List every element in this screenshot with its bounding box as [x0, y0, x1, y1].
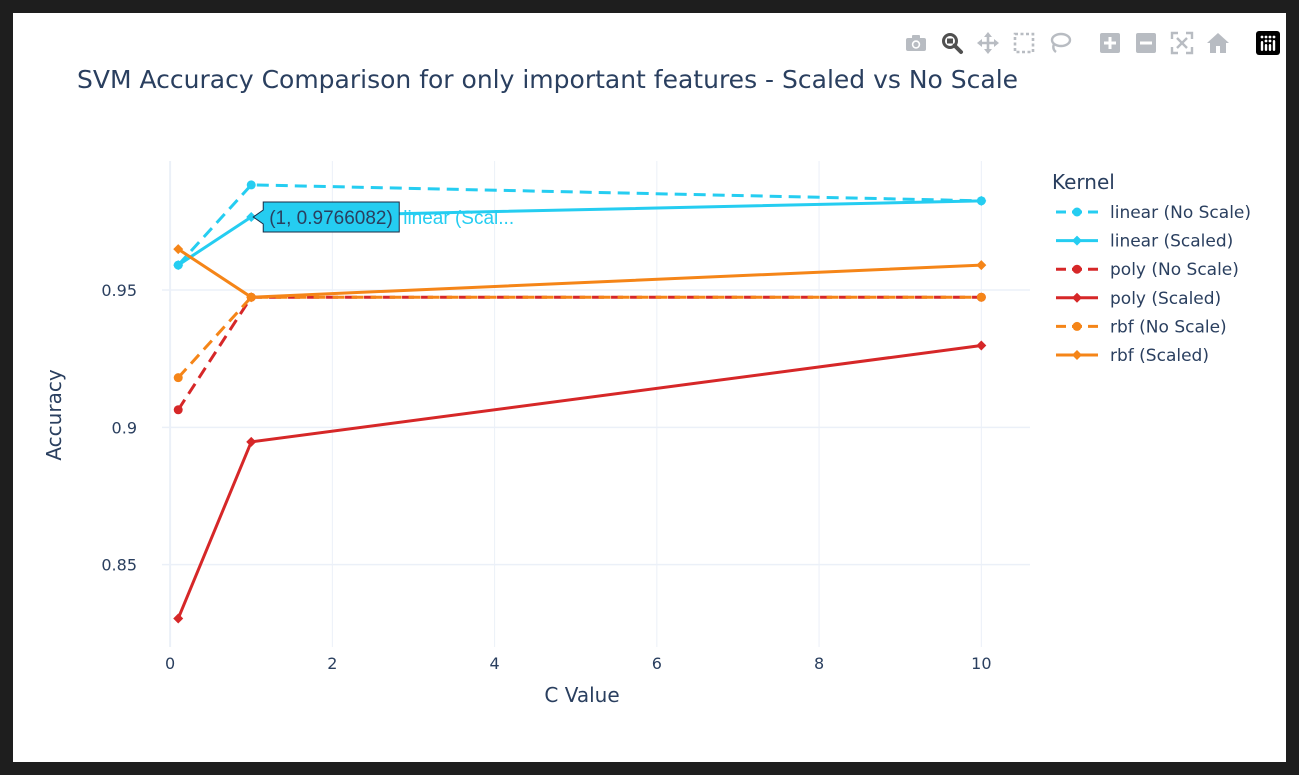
tick-labels: 0 2 4 6 8 10 0.85 0.9 0.95 — [101, 281, 991, 673]
legend-marker[interactable] — [1072, 264, 1082, 274]
legend-label: linear (No Scale) — [1110, 203, 1251, 223]
box-select-icon[interactable] — [1010, 29, 1038, 57]
legend-label: poly (No Scale) — [1110, 260, 1239, 280]
x-tick-label: 6 — [652, 654, 662, 673]
data-point[interactable] — [173, 373, 183, 383]
zoom-out-icon[interactable] — [1132, 29, 1160, 57]
legend-marker[interactable] — [1072, 321, 1082, 331]
autoscale-icon[interactable] — [1168, 29, 1196, 57]
data-point[interactable] — [173, 244, 184, 255]
data-point[interactable] — [173, 405, 183, 415]
legend-item[interactable]: rbf (No Scale) — [1056, 317, 1227, 337]
legend-item[interactable]: poly (No Scale) — [1056, 260, 1239, 280]
data-point[interactable] — [976, 340, 987, 351]
series-poly-scaled[interactable] — [173, 340, 987, 624]
hover-series-name: linear (Scal... — [403, 208, 514, 229]
x-tick-label: 0 — [165, 654, 175, 673]
series-line[interactable] — [177, 183, 982, 267]
legend-item[interactable]: poly (Scaled) — [1056, 289, 1221, 309]
data-point[interactable] — [976, 260, 987, 271]
legend-label: poly (Scaled) — [1110, 289, 1221, 309]
chart-panel: 0 2 4 6 8 10 0.85 0.9 0.95 SVM Accuracy Comparis… — [13, 13, 1286, 762]
plotly-logo-icon[interactable] — [1254, 29, 1282, 57]
series-rbf-no-scale[interactable] — [173, 292, 986, 383]
reset-axes-icon[interactable] — [1204, 29, 1232, 57]
data-point[interactable] — [173, 260, 184, 271]
legend-label: rbf (No Scale) — [1110, 317, 1227, 337]
legend-label: rbf (Scaled) — [1110, 346, 1209, 366]
legend[interactable]: Kernel linear (No Scale) linear (Scaled) p… — [1052, 170, 1251, 366]
pan-icon[interactable] — [974, 29, 1002, 57]
y-axis-title: Accuracy — [42, 369, 66, 460]
y-tick-label: 0.95 — [101, 281, 137, 300]
data-point[interactable] — [976, 292, 986, 302]
x-axis-title: C Value — [544, 683, 619, 707]
grid — [162, 161, 1030, 647]
x-tick-label: 2 — [327, 654, 337, 673]
legend-marker[interactable] — [1072, 207, 1082, 217]
series-linear-scaled[interactable] — [173, 195, 987, 271]
lasso-icon[interactable] — [1046, 29, 1074, 57]
series-line[interactable] — [176, 295, 982, 411]
data-point[interactable] — [976, 195, 987, 206]
legend-title: Kernel — [1052, 170, 1115, 194]
y-tick-label: 0.85 — [101, 556, 137, 575]
series-poly-no-scale[interactable] — [173, 292, 986, 415]
hover-value: (1, 0.9766082) — [269, 208, 393, 229]
legend-marker[interactable] — [1072, 235, 1082, 246]
chart-title: SVM Accuracy Comparison for only importa… — [77, 65, 1018, 94]
y-tick-label: 0.9 — [112, 418, 137, 437]
hover-tooltip: (1, 0.9766082) linear (Scal... — [252, 201, 514, 233]
series-rbf-scaled[interactable] — [173, 244, 987, 303]
x-tick-label: 8 — [814, 654, 824, 673]
data-point[interactable] — [246, 211, 257, 222]
legend-marker[interactable] — [1072, 292, 1082, 303]
zoom-in-icon[interactable] — [1096, 29, 1124, 57]
series-layer[interactable] — [173, 180, 987, 624]
camera-icon[interactable] — [902, 29, 930, 57]
legend-label: linear (Scaled) — [1110, 232, 1233, 252]
zoom-icon[interactable] — [938, 29, 966, 57]
series-line[interactable] — [176, 344, 982, 620]
x-tick-label: 4 — [490, 654, 500, 673]
series-line[interactable] — [177, 295, 982, 379]
chart[interactable]: 0 2 4 6 8 10 0.85 0.9 0.95 SVM Accuracy Comparis… — [13, 13, 1286, 762]
legend-item[interactable]: linear (Scaled) — [1056, 232, 1233, 252]
legend-item[interactable]: linear (No Scale) — [1056, 203, 1251, 223]
data-point[interactable] — [173, 613, 184, 624]
hover-box — [252, 201, 400, 233]
legend-marker[interactable] — [1072, 350, 1082, 360]
x-tick-label: 10 — [971, 654, 991, 673]
data-point[interactable] — [246, 292, 257, 303]
modebar — [894, 29, 1282, 57]
data-point[interactable] — [246, 180, 256, 190]
legend-item[interactable]: rbf (Scaled) — [1056, 346, 1209, 366]
data-point[interactable] — [246, 436, 257, 447]
